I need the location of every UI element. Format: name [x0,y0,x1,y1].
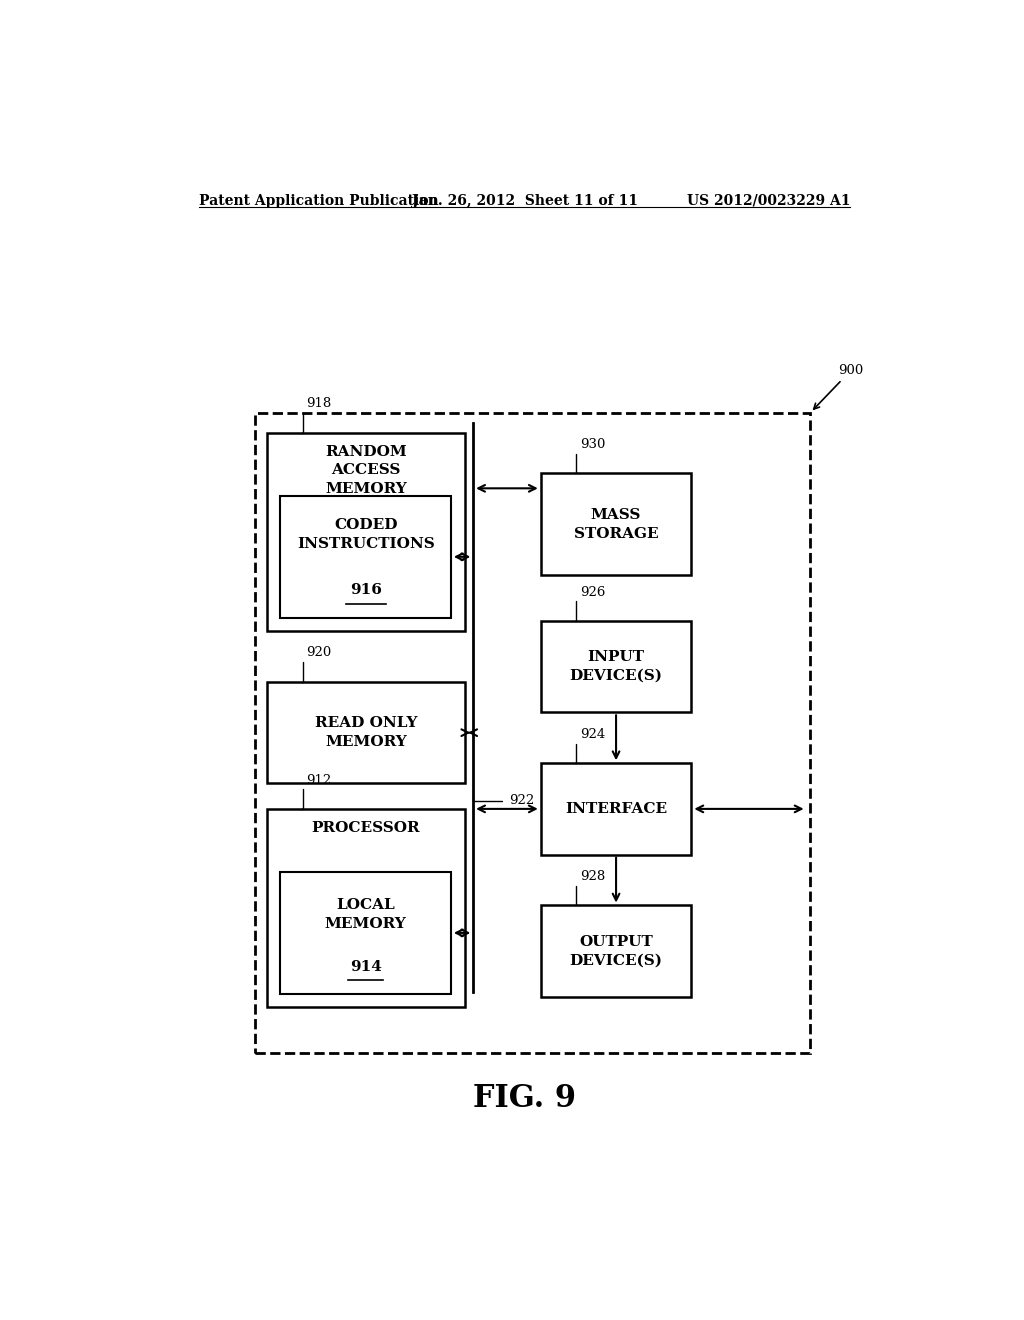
FancyBboxPatch shape [267,433,465,631]
Text: 924: 924 [581,727,605,741]
Text: READ ONLY
MEMORY: READ ONLY MEMORY [314,717,418,748]
Text: OUTPUT
DEVICE(S): OUTPUT DEVICE(S) [569,935,663,968]
Text: Jan. 26, 2012  Sheet 11 of 11: Jan. 26, 2012 Sheet 11 of 11 [412,194,638,209]
Text: US 2012/0023229 A1: US 2012/0023229 A1 [687,194,850,209]
Text: 922: 922 [509,795,535,808]
Text: 916: 916 [350,583,382,598]
Text: 918: 918 [306,397,332,411]
Text: 900: 900 [814,364,863,409]
FancyBboxPatch shape [541,763,691,854]
Text: CODED
INSTRUCTIONS: CODED INSTRUCTIONS [297,519,434,550]
Text: 930: 930 [581,438,606,451]
Text: FIG. 9: FIG. 9 [473,1084,577,1114]
Text: 926: 926 [581,586,606,598]
FancyBboxPatch shape [267,682,465,784]
FancyBboxPatch shape [255,412,811,1053]
Text: LOCAL
MEMORY: LOCAL MEMORY [325,899,407,931]
Text: INPUT
DEVICE(S): INPUT DEVICE(S) [569,651,663,682]
Text: 928: 928 [581,870,605,883]
FancyBboxPatch shape [541,620,691,713]
Text: 914: 914 [350,960,382,974]
FancyBboxPatch shape [281,496,451,618]
FancyBboxPatch shape [281,873,451,994]
Text: Patent Application Publication: Patent Application Publication [200,194,439,209]
Text: 912: 912 [306,774,332,787]
FancyBboxPatch shape [267,809,465,1007]
Text: PROCESSOR: PROCESSOR [311,821,421,836]
Text: INTERFACE: INTERFACE [565,801,667,816]
Text: RANDOM
ACCESS
MEMORY: RANDOM ACCESS MEMORY [326,445,407,496]
FancyBboxPatch shape [541,474,691,576]
Text: 920: 920 [306,647,332,660]
FancyBboxPatch shape [541,906,691,997]
Text: MASS
STORAGE: MASS STORAGE [573,508,658,540]
